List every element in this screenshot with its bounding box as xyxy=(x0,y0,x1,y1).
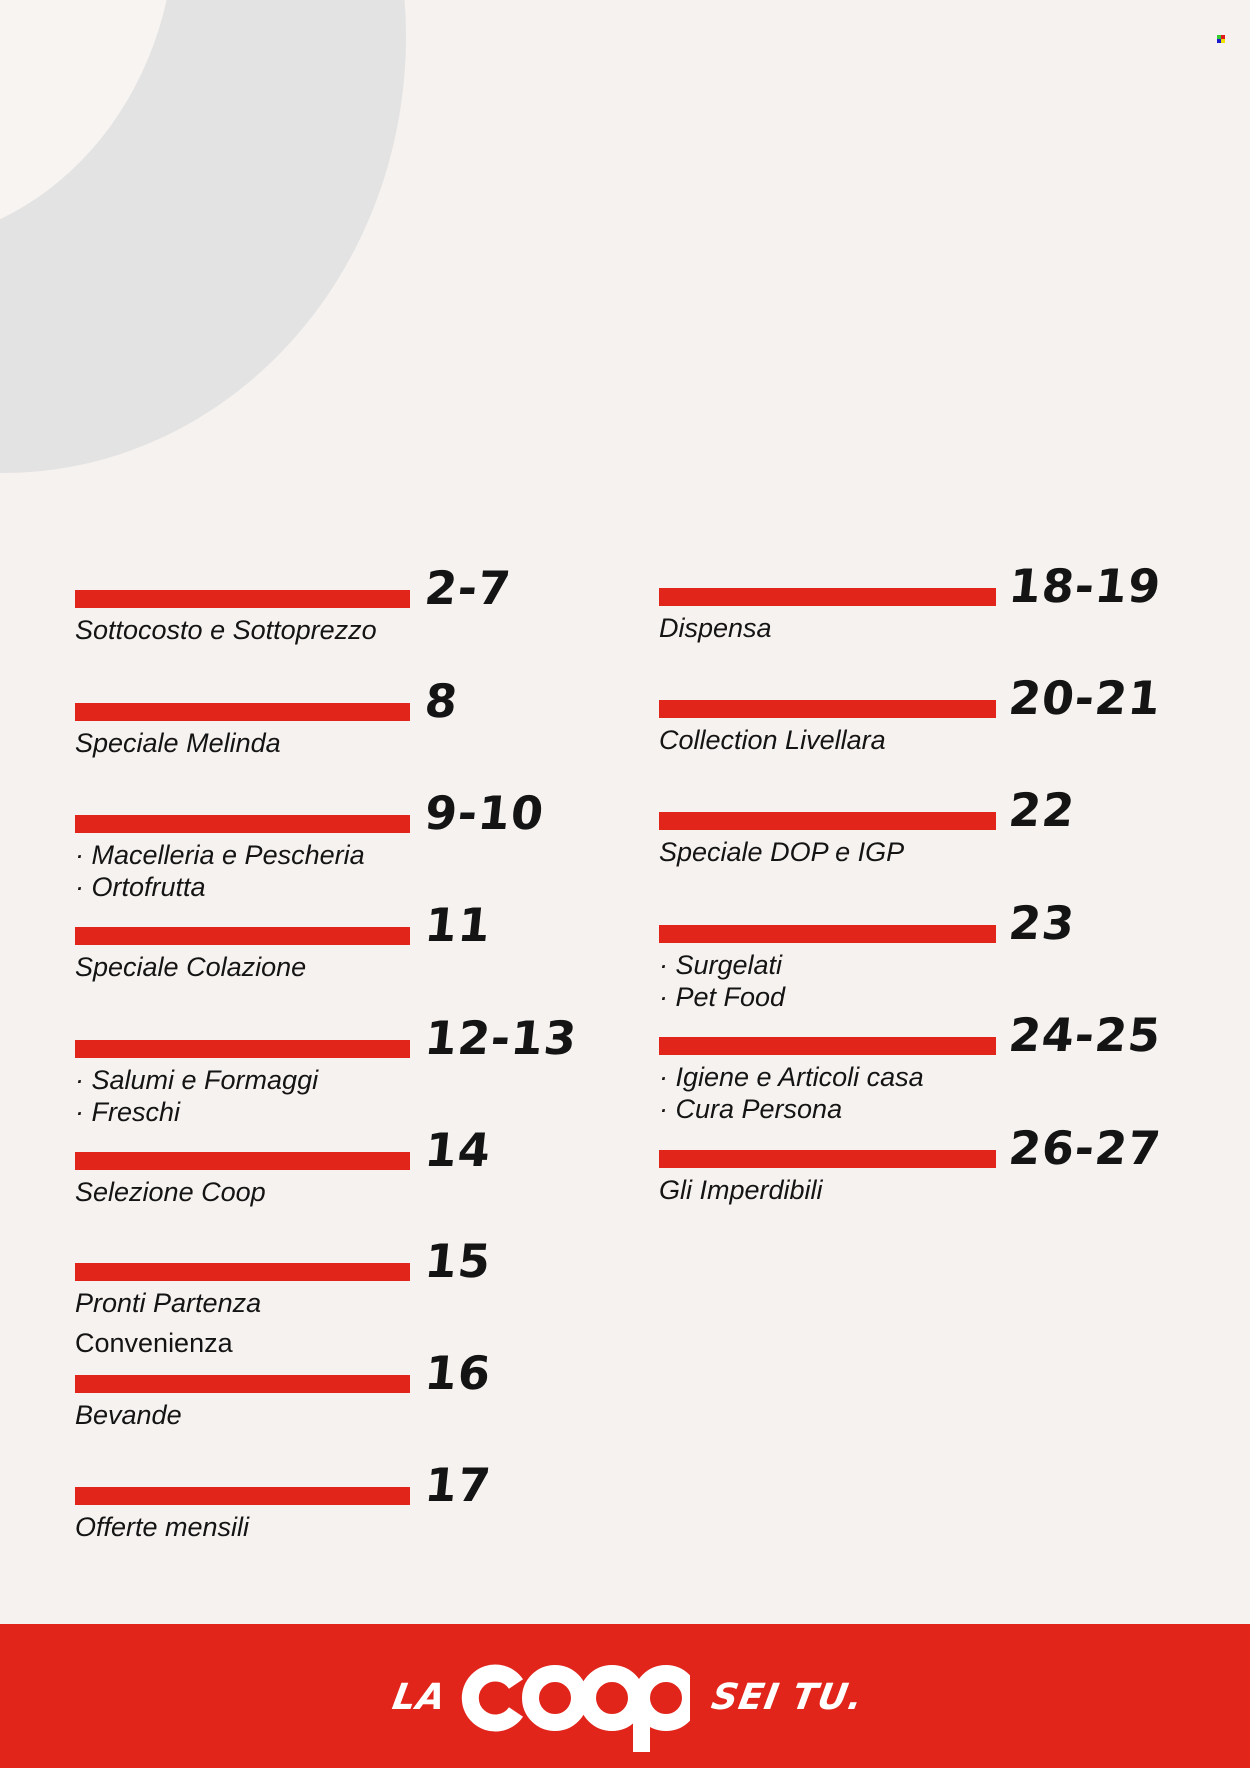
section-label: · Freschi xyxy=(75,1097,181,1127)
slogan-la: LA xyxy=(389,1677,450,1718)
page-number: 2-7 xyxy=(422,561,514,615)
page-number: 26-27 xyxy=(1006,1121,1164,1175)
red-bar xyxy=(75,815,410,833)
red-bar xyxy=(659,588,996,606)
section-label: Offerte mensili xyxy=(75,1512,250,1542)
page-number: 20-21 xyxy=(1006,671,1164,725)
red-bar xyxy=(75,1040,410,1058)
section-label: · Surgelati xyxy=(659,950,783,980)
coop-logo-icon xyxy=(461,1664,690,1752)
section-label: Collection Livellara xyxy=(659,725,886,755)
section-label: Convenienza xyxy=(75,1328,233,1358)
section-label: Selezione Coop xyxy=(75,1177,266,1207)
footer-banner: LA SEI TU. xyxy=(0,1624,1250,1768)
section-label: Pronti Partenza xyxy=(75,1288,262,1318)
page-number: 24-25 xyxy=(1006,1008,1164,1062)
page-number: 16 xyxy=(422,1346,494,1400)
red-bar xyxy=(659,1150,996,1168)
slogan-sei-tu: SEI TU. xyxy=(708,1677,867,1718)
section-label: Bevande xyxy=(75,1400,182,1430)
page-number: 18-19 xyxy=(1006,559,1164,613)
page-number: 23 xyxy=(1006,896,1078,950)
page-number: 17 xyxy=(422,1458,494,1512)
page-number: 15 xyxy=(422,1234,494,1288)
red-bar xyxy=(75,590,410,608)
section-label: Gli Imperdibili xyxy=(659,1175,823,1205)
section-label: Speciale Melinda xyxy=(75,728,281,758)
red-bar xyxy=(75,927,410,945)
section-label: Speciale Colazione xyxy=(75,952,307,982)
section-label: · Salumi e Formaggi xyxy=(75,1065,319,1095)
red-bar xyxy=(75,1263,410,1281)
red-bar xyxy=(75,1375,410,1393)
section-label: Sottocosto e Sottoprezzo xyxy=(75,615,377,645)
section-label: · Igiene e Articoli casa xyxy=(659,1062,924,1092)
section-label: · Pet Food xyxy=(659,982,786,1012)
color-squares-icon xyxy=(1217,35,1225,43)
page-number: 22 xyxy=(1006,783,1078,837)
red-bar xyxy=(659,700,996,718)
page-number: 8 xyxy=(422,674,461,728)
section-label: · Cura Persona xyxy=(659,1094,843,1124)
section-label: Speciale DOP e IGP xyxy=(659,837,905,867)
red-bar xyxy=(75,1487,410,1505)
section-label: Dispensa xyxy=(659,613,772,643)
page-number: 14 xyxy=(422,1123,494,1177)
page-number: 11 xyxy=(422,898,494,952)
page-number: 12-13 xyxy=(422,1011,580,1065)
red-bar xyxy=(659,925,996,943)
section-label: · Ortofrutta xyxy=(75,872,206,902)
section-label: · Macelleria e Pescheria xyxy=(75,840,365,870)
red-bar xyxy=(75,1152,410,1170)
red-bar xyxy=(659,1037,996,1055)
red-bar xyxy=(659,812,996,830)
red-bar xyxy=(75,703,410,721)
page-number: 9-10 xyxy=(422,786,547,840)
